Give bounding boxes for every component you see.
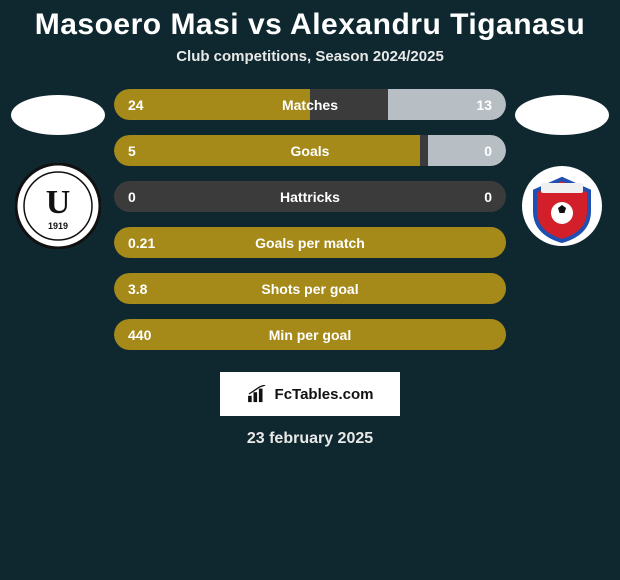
stat-label: Shots per goal: [114, 281, 506, 297]
left-player-avatar: [11, 95, 105, 135]
stat-row: 00Hattricks: [114, 181, 506, 212]
right-crest-icon: [519, 163, 605, 249]
footer-date: 23 february 2025: [0, 430, 620, 448]
stat-label: Min per goal: [114, 327, 506, 343]
stat-label: Hattricks: [114, 189, 506, 205]
stat-row: 440Min per goal: [114, 319, 506, 350]
right-player-column: [512, 83, 612, 249]
left-crest-icon: U 1919: [15, 163, 101, 249]
left-team-crest: U 1919: [15, 163, 101, 249]
stat-label: Goals per match: [114, 235, 506, 251]
stat-label: Goals: [114, 143, 506, 159]
stat-row: 2413Matches: [114, 89, 506, 120]
right-team-crest: [519, 163, 605, 249]
brand-text: FcTables.com: [275, 386, 374, 403]
stat-row: 50Goals: [114, 135, 506, 166]
page-title: Masoero Masi vs Alexandru Tiganasu: [0, 0, 620, 48]
left-player-column: U 1919: [8, 83, 108, 249]
brand-chart-icon: [247, 385, 269, 403]
stats-bars: 2413Matches 50Goals 00Hattricks 0.21Goals p…: [108, 89, 512, 350]
brand-badge[interactable]: FcTables.com: [220, 372, 400, 416]
svg-text:1919: 1919: [48, 221, 68, 231]
stat-label: Matches: [114, 97, 506, 113]
right-player-avatar: [515, 95, 609, 135]
svg-text:U: U: [46, 184, 71, 221]
stat-row: 3.8Shots per goal: [114, 273, 506, 304]
stat-row: 0.21Goals per match: [114, 227, 506, 258]
subtitle: Club competitions, Season 2024/2025: [0, 48, 620, 65]
comparison-container: U 1919 2413Matches 50Goals 00Hattricks 0.21…: [0, 83, 620, 350]
